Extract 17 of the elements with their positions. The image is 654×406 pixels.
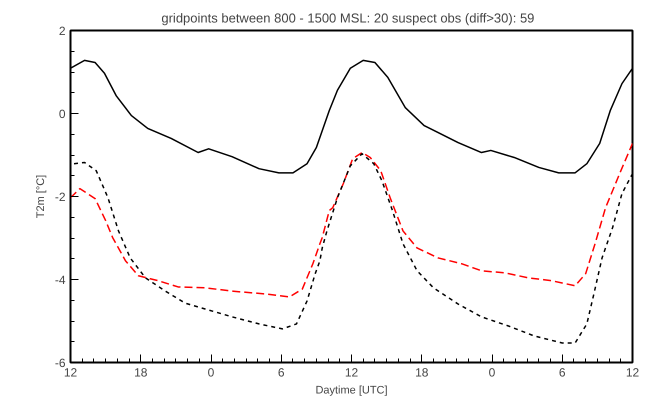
x-tick-label: 18 [134, 366, 148, 380]
x-tick-label: 18 [415, 366, 429, 380]
x-tick-label: 0 [208, 366, 215, 380]
chart-title: gridpoints between 800 - 1500 MSL: 20 suspect obs (diff>30): 59 [161, 10, 534, 26]
x-tick-label: 12 [626, 366, 640, 380]
x-tick-label: 6 [558, 366, 566, 380]
y-tick-label: -6 [54, 356, 66, 370]
x-tick-label: 12 [344, 366, 358, 380]
x-tick-label: 0 [488, 366, 496, 380]
y-axis-title: T2m [°C] [34, 174, 47, 218]
y-tick-label: -2 [54, 190, 66, 204]
y-tick-label: 0 [58, 107, 66, 121]
x-axis-title: Daytime [UTC] [315, 384, 388, 396]
x-tick-label: 6 [278, 366, 285, 380]
y-tick-label: -4 [54, 273, 66, 287]
x-tick-label: 12 [64, 366, 78, 380]
y-tick-label: 2 [58, 24, 66, 38]
